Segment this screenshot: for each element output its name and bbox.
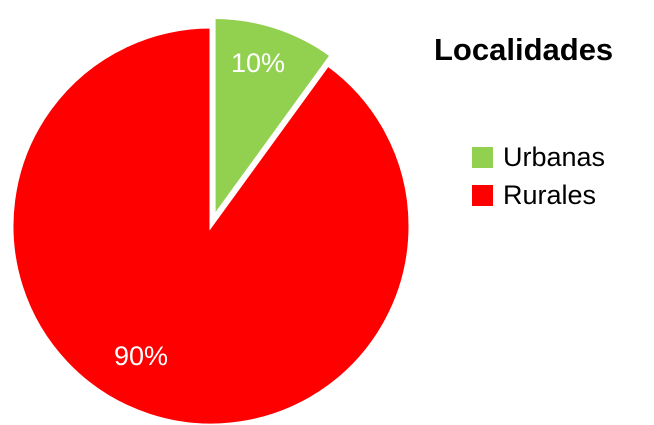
legend-label-urbanas: Urbanas [503,142,606,172]
pie-data-labels: 10% 90% [114,48,285,371]
legend-label-rurales: Rurales [503,180,597,210]
pie-slice-rurales [10,25,412,425]
legend-swatch-rurales [472,184,493,206]
pie-slice-urbanas [212,15,334,222]
legend-swatch-urbanas [472,146,493,168]
chart-title: Localidades [434,32,614,67]
pie-slices [10,15,412,425]
legend-item-urbanas: Urbanas [472,138,605,176]
data-label-urbanas: 10% [231,48,285,78]
legend-item-rurales: Rurales [472,176,605,214]
legend: Urbanas Rurales [472,138,605,214]
data-label-rurales: 90% [114,341,168,371]
